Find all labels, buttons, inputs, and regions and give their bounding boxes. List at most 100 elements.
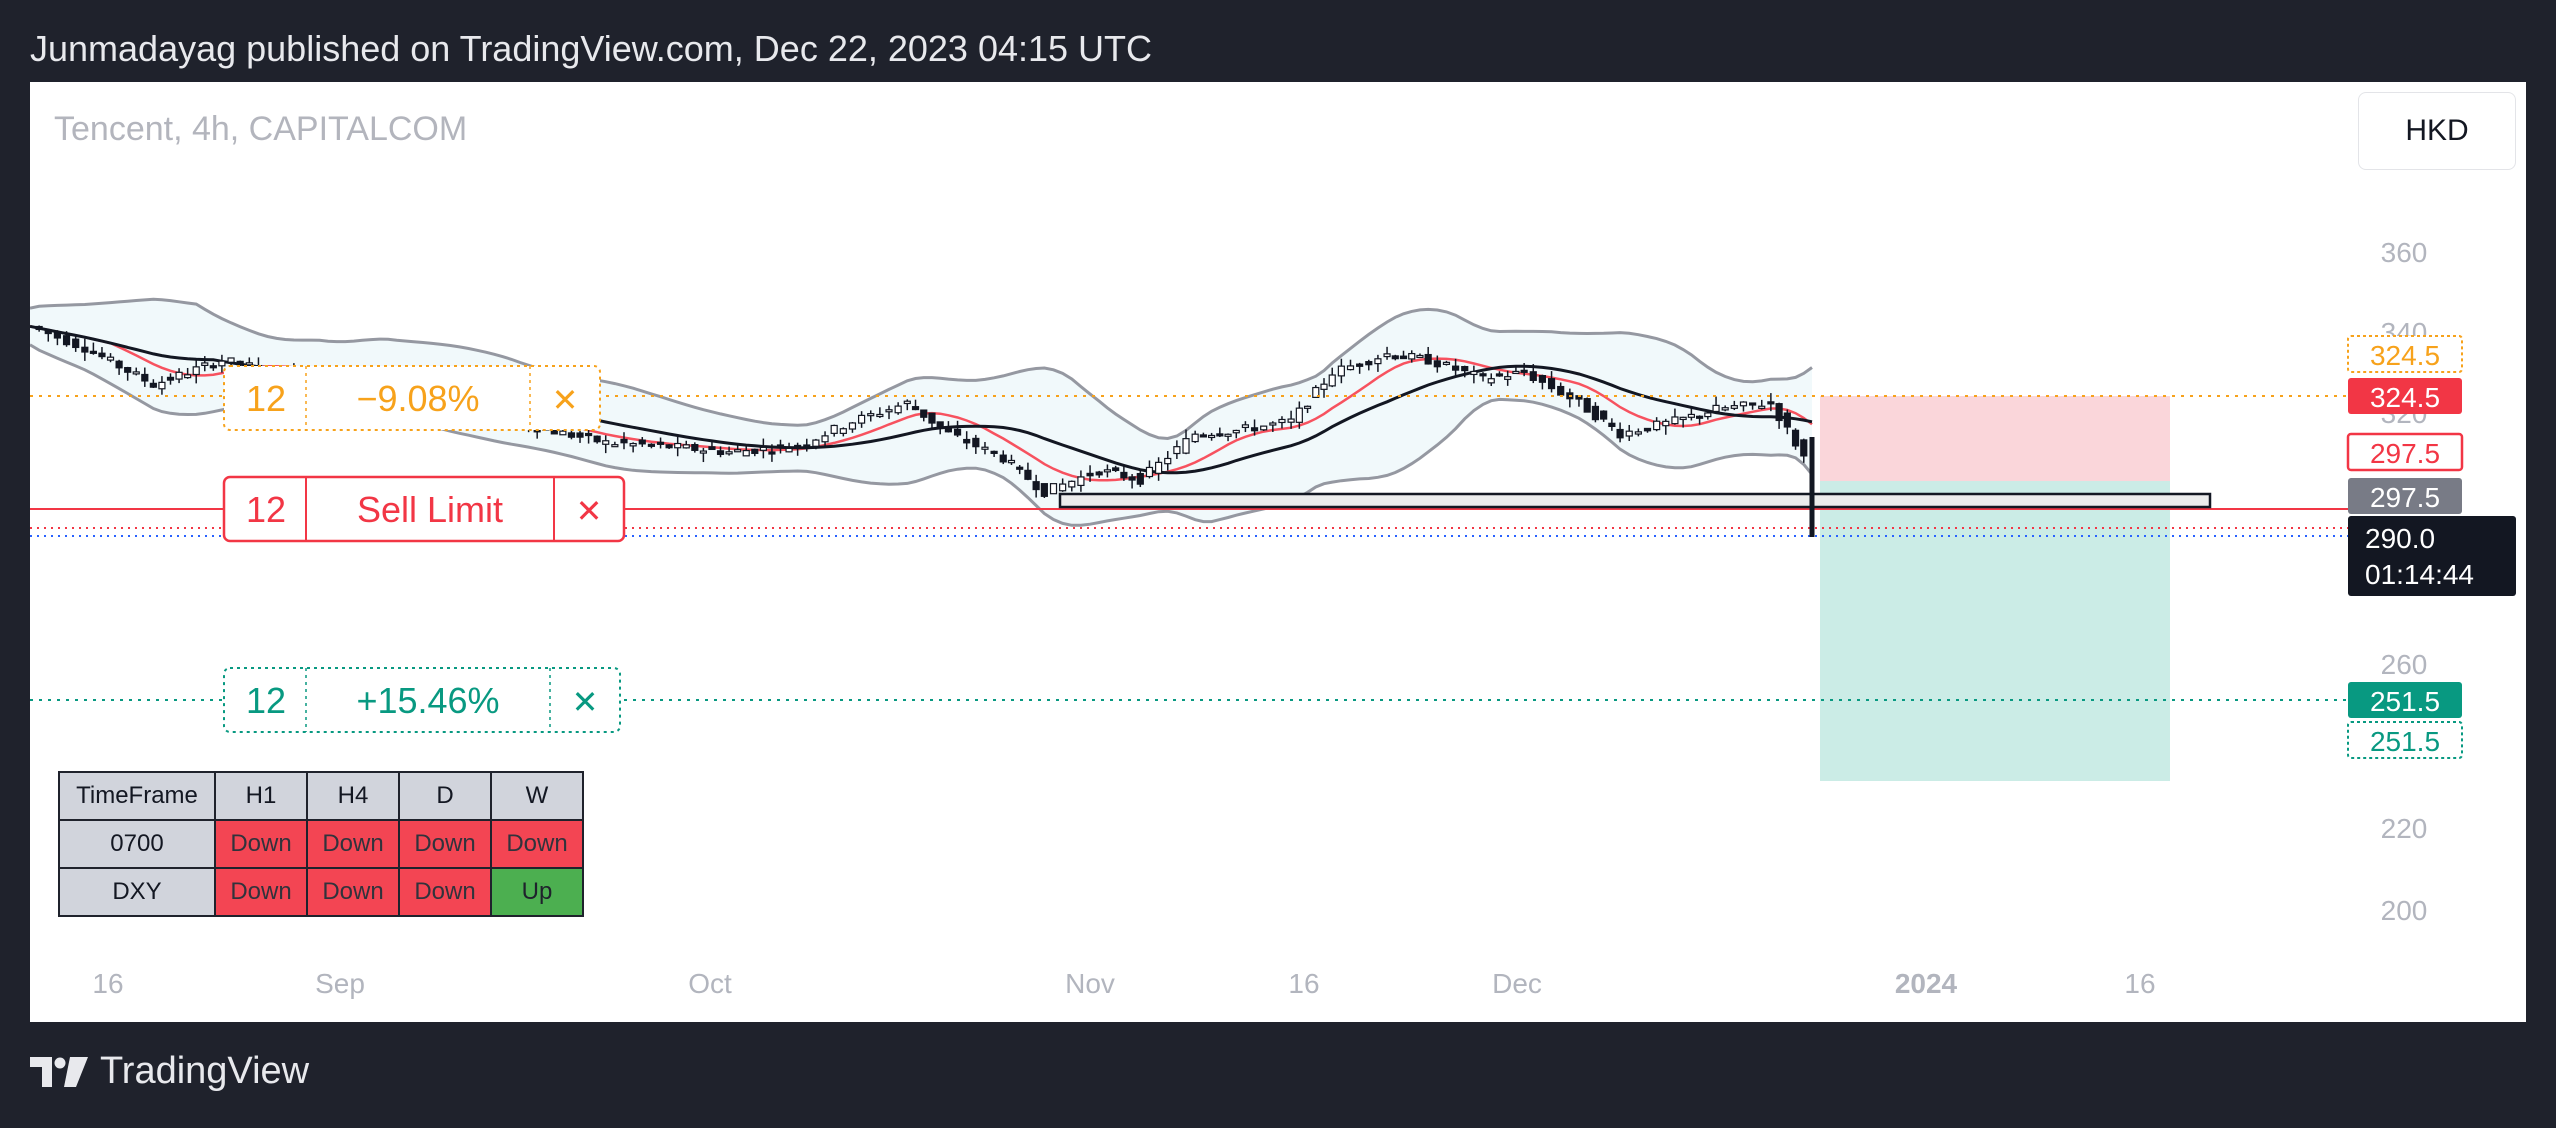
candle-body — [963, 438, 971, 444]
trend-cell: Down — [306, 819, 400, 869]
candle-body — [1328, 374, 1336, 387]
support-zone-box[interactable] — [1058, 492, 2212, 509]
candle-body — [794, 444, 802, 449]
candle-body — [1077, 476, 1085, 487]
candle-body — [567, 432, 576, 438]
footer: TradingView — [30, 1050, 309, 1093]
candle-body — [124, 367, 132, 373]
candle-body — [1164, 457, 1172, 465]
candle-body — [953, 428, 962, 436]
price-label-target-dotted: 251.5 — [2370, 726, 2440, 757]
stop-order-label[interactable]: 12 −9.08% ✕ — [223, 365, 601, 431]
price-label-stop: 324.5 — [2370, 382, 2440, 413]
trend-table-header: TimeFrame — [58, 771, 216, 821]
currency-button[interactable]: HKD — [2358, 92, 2516, 170]
candle-body — [53, 332, 62, 339]
candle-body — [602, 440, 610, 445]
candle-body — [1600, 410, 1608, 420]
candle-body — [192, 366, 200, 376]
candle-body — [1643, 427, 1652, 432]
y-tick: 360 — [2381, 237, 2428, 268]
candle-body — [1154, 461, 1163, 474]
candle-body — [1767, 401, 1775, 405]
candle-body — [734, 449, 742, 453]
candle-body — [1583, 398, 1591, 413]
candle-body — [1374, 358, 1382, 365]
x-tick: 16 — [1288, 968, 1319, 999]
candle-body — [1547, 378, 1556, 390]
candle-body — [903, 400, 911, 405]
price-label-stop-dotted: 324.5 — [2370, 340, 2440, 371]
price-chart[interactable]: 12 −9.08% ✕ 12 Sell Limit ✕ 12 +15.46% ✕… — [30, 82, 2526, 1022]
candle-body — [1616, 428, 1624, 439]
candle-body — [990, 450, 998, 454]
stop-order-close-icon[interactable]: ✕ — [552, 381, 579, 419]
candle-body — [227, 357, 235, 363]
sell-limit-close-icon[interactable]: ✕ — [576, 492, 603, 530]
candle-body — [1504, 376, 1512, 380]
candle-body — [1269, 422, 1277, 426]
candle-body — [972, 437, 980, 448]
candle-body — [682, 444, 690, 449]
candle-body — [1303, 405, 1312, 409]
y-tick: 260 — [2381, 649, 2428, 680]
risk-zone[interactable] — [1820, 396, 2170, 481]
candle-body — [1391, 355, 1399, 360]
candle-body — [1191, 433, 1199, 443]
trend-row-name: 0700 — [58, 819, 216, 869]
candle-body — [857, 414, 866, 424]
candle-body — [1783, 412, 1791, 428]
candle-body — [550, 429, 558, 435]
chart-panel[interactable]: 12 −9.08% ✕ 12 Sell Limit ✕ 12 +15.46% ✕… — [30, 82, 2526, 1022]
candle-body — [742, 449, 750, 457]
candle-body — [638, 439, 646, 445]
stop-order-percent: −9.08% — [356, 378, 479, 419]
candle-body — [1408, 352, 1416, 360]
candle-body — [785, 447, 793, 453]
candle-body — [1791, 429, 1800, 447]
candle-body — [1721, 407, 1729, 411]
candle-body — [576, 432, 584, 438]
target-order-close-icon[interactable]: ✕ — [572, 683, 599, 721]
candle-body — [665, 444, 673, 449]
candle-body — [149, 382, 157, 388]
reward-zone[interactable] — [1820, 481, 2170, 781]
trend-table-header: H4 — [306, 771, 400, 821]
candle-body — [1470, 370, 1478, 376]
trend-row-name: DXY — [58, 867, 216, 917]
candle-body — [1320, 383, 1328, 390]
x-tick: Sep — [315, 968, 365, 999]
price-labels: 324.5 324.5 297.5 297.5 290.0 01:14:44 2… — [2346, 335, 2516, 759]
candle-body — [115, 360, 123, 369]
trend-table-row: DXY Down Down Down Up — [58, 867, 584, 917]
candle-body — [106, 356, 115, 361]
candle-body — [894, 405, 902, 414]
candle-body — [201, 362, 209, 366]
candle-body — [803, 444, 811, 448]
candle-body — [1241, 424, 1250, 429]
target-order-label[interactable]: 12 +15.46% ✕ — [223, 667, 621, 733]
symbol-title[interactable]: Tencent, 4h, CAPITALCOM — [54, 110, 468, 148]
candle-body — [236, 360, 244, 366]
candle-body — [768, 451, 776, 455]
candle-body — [44, 329, 52, 335]
sell-limit-order-label[interactable]: 12 Sell Limit ✕ — [222, 475, 626, 543]
candle-body — [1529, 371, 1537, 381]
candle-body — [674, 442, 682, 449]
candle-body — [1800, 439, 1808, 457]
candle-body — [1365, 361, 1373, 366]
candle-body — [175, 371, 183, 380]
candle-body — [1625, 430, 1633, 437]
candle-body — [776, 444, 785, 448]
candle-body — [1538, 375, 1547, 383]
candle-body — [928, 412, 936, 424]
candle-body — [1208, 434, 1216, 439]
candle-body — [1730, 405, 1738, 409]
candle-body — [944, 427, 953, 433]
trend-table: TimeFrame H1 H4 D W 0700 Down Down Down … — [58, 771, 584, 917]
candle-body — [1016, 466, 1024, 470]
candle-body — [81, 346, 89, 353]
x-tick-year: 2024 — [1895, 968, 1958, 999]
x-axis[interactable]: 16 Sep Oct Nov 16 Dec 2024 16 — [92, 968, 2155, 999]
candle-body — [1278, 418, 1286, 424]
